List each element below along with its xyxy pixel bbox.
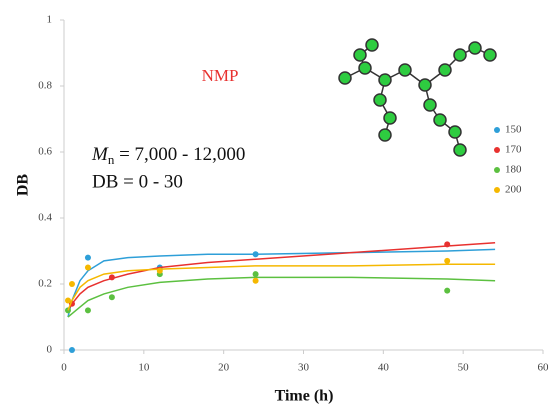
y-tick-label: 0.8 — [38, 80, 52, 92]
fit-curve — [68, 243, 495, 311]
y-tick-label: 1 — [47, 14, 53, 26]
y-tick-label: 0.4 — [38, 212, 52, 224]
fit-curve — [68, 249, 495, 317]
data-point — [69, 281, 75, 287]
legend-label: 150 — [505, 124, 522, 136]
data-point — [65, 298, 71, 304]
solvent-label: NMP — [202, 66, 239, 85]
data-point — [444, 258, 450, 264]
legend-swatch — [494, 127, 500, 133]
data-point — [253, 251, 259, 257]
data-point — [157, 268, 163, 274]
db-annotation: DB = 0 - 30 — [92, 171, 183, 192]
y-tick-label: 0.2 — [38, 278, 52, 290]
legend-swatch — [494, 167, 500, 173]
y-tick-label: 0 — [47, 344, 53, 356]
x-tick-label: 40 — [378, 362, 390, 374]
mn-range: = 7,000 - 12,000 — [114, 144, 245, 165]
mn-annotation: Mn = 7,000 - 12,000 — [91, 144, 245, 167]
data-point — [109, 294, 115, 300]
y-tick-label: 0.6 — [38, 146, 52, 158]
mn-symbol: M — [91, 144, 109, 165]
molecule — [339, 39, 496, 156]
legend-label: 170 — [505, 144, 522, 156]
y-axis-title: DB — [15, 174, 32, 197]
legend-label: 200 — [505, 184, 522, 196]
x-axis-title: Time (h) — [275, 388, 334, 405]
data-point — [253, 278, 259, 284]
fit-curve — [68, 277, 495, 317]
x-tick-label: 20 — [218, 362, 230, 374]
data-point — [69, 347, 75, 353]
x-tick-label: 60 — [538, 362, 550, 374]
chart: NMP Mn = 7,000 - 12,000 DB = 0 - 30 Time… — [0, 0, 553, 409]
x-tick-label: 50 — [458, 362, 470, 374]
data-point — [85, 265, 91, 271]
legend-swatch — [494, 187, 500, 193]
data-point — [444, 241, 450, 247]
legend-label: 180 — [505, 164, 522, 176]
x-tick-label: 30 — [298, 362, 310, 374]
data-point — [85, 255, 91, 261]
data-point — [444, 288, 450, 294]
data-point — [109, 274, 115, 280]
data-point — [253, 271, 259, 277]
x-tick-label: 0 — [61, 362, 67, 374]
legend-swatch — [494, 147, 500, 153]
data-point — [85, 307, 91, 313]
x-tick-label: 10 — [138, 362, 150, 374]
